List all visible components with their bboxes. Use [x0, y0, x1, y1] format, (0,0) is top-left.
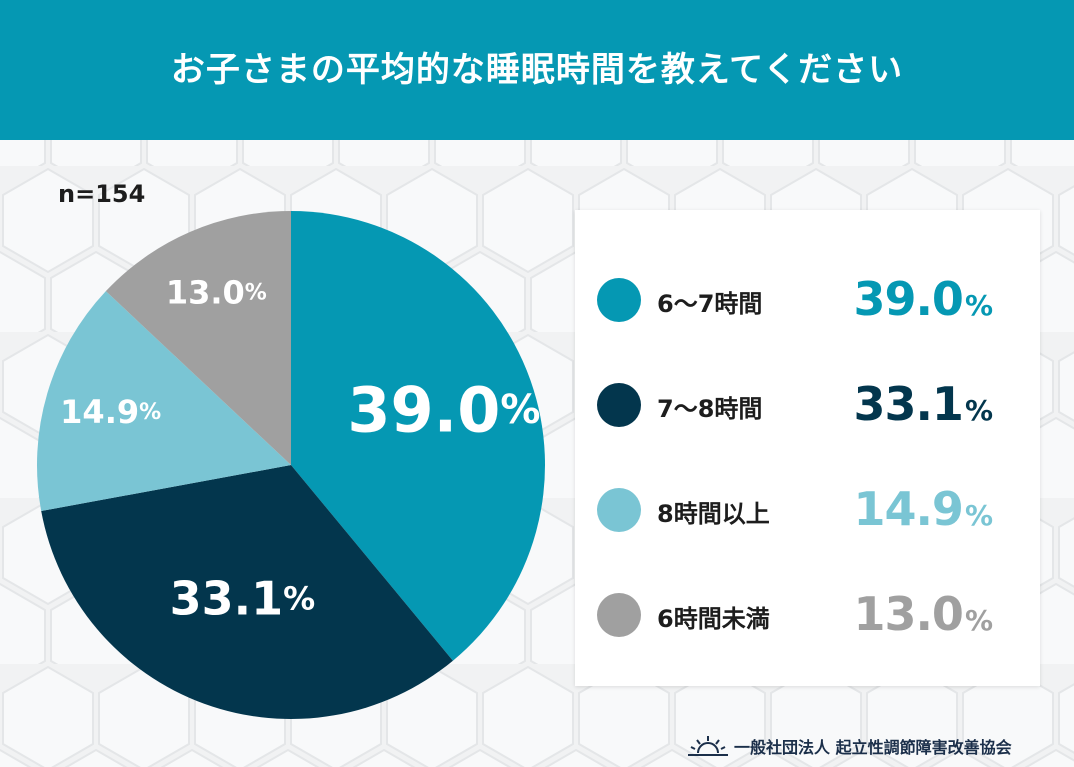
- pie-slice: [291, 211, 545, 661]
- legend-item: 6時間未満 13.0%: [575, 585, 1040, 645]
- organization-name: 一般社団法人 起立性調節障害改善協会: [734, 738, 1012, 757]
- legend-item: 7〜8時間 33.1%: [575, 375, 1040, 435]
- sunrise-icon: [688, 736, 728, 756]
- legend-value: 39.0%: [853, 272, 993, 326]
- legend-label: 8時間以上: [657, 500, 770, 528]
- legend-label: 6〜7時間: [657, 290, 763, 318]
- header-banner: お子さまの平均的な睡眠時間を教えてください: [0, 0, 1074, 140]
- slice-data-label: 33.1%: [170, 572, 316, 626]
- legend-value: 14.9%: [853, 482, 993, 536]
- pie-slice: [41, 465, 453, 720]
- legend-value: 33.1%: [853, 377, 993, 431]
- legend-item: 6〜7時間 39.0%: [575, 270, 1040, 330]
- chart-title: お子さまの平均的な睡眠時間を教えてください: [170, 49, 904, 90]
- legend-value: 13.0%: [853, 587, 993, 641]
- pie-slice: [36, 291, 292, 512]
- legend-swatch: [597, 488, 641, 532]
- legend-item: 8時間以上 14.9%: [575, 480, 1040, 540]
- legend-label: 6時間未満: [657, 605, 770, 633]
- sample-size: n=154: [58, 180, 146, 208]
- legend-swatch: [597, 593, 641, 637]
- footer: 一般社団法人 起立性調節障害改善協会: [688, 731, 1012, 761]
- legend-swatch: [597, 383, 641, 427]
- legend-panel: 6〜7時間 39.0% 7〜8時間 33.1% 8時間以上 14.9% 6時間未…: [575, 210, 1040, 686]
- legend-label: 7〜8時間: [657, 395, 763, 423]
- legend-swatch: [597, 278, 641, 322]
- pie-slice: [105, 211, 291, 465]
